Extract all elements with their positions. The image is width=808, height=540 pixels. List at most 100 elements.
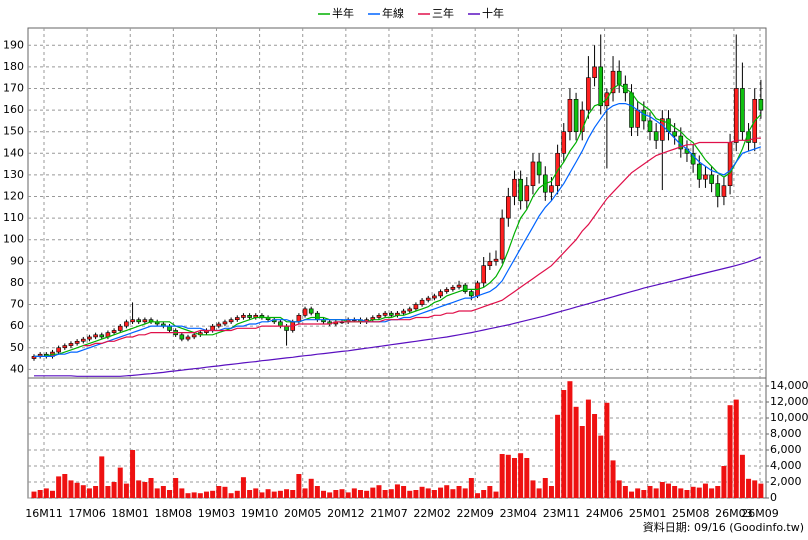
candle-body	[758, 98, 764, 111]
volume-bar	[86, 488, 92, 498]
volume-bar	[31, 491, 37, 498]
candle-body	[216, 323, 222, 327]
source-note: 資料日期: 09/16 (Goodinfo.tw)	[643, 520, 804, 534]
candle-body	[142, 319, 148, 323]
volume-bar	[665, 483, 671, 498]
candle-body	[130, 319, 135, 323]
x-tick-label: 18M08	[155, 507, 193, 520]
candle-body	[506, 196, 511, 219]
candle-body	[727, 142, 733, 187]
volume-bar	[364, 490, 370, 498]
volume-bar	[296, 474, 302, 498]
volume-bar	[739, 454, 745, 498]
volume-bar	[240, 477, 246, 498]
y-tick-label: 60	[10, 319, 24, 332]
legend-label: 半年	[332, 6, 354, 20]
volume-bar	[388, 489, 394, 498]
volume-bar	[234, 490, 240, 498]
y-tick-label: 160	[3, 103, 24, 116]
volume-bar	[173, 478, 179, 498]
candle-body	[660, 118, 665, 141]
y-tick-label: 140	[3, 146, 24, 159]
y2-tick-label: 0	[770, 491, 777, 504]
volume-bar	[481, 490, 487, 498]
volume-panel	[27, 377, 767, 499]
y2-tick-label: 4,000	[770, 459, 802, 472]
volume-bar	[468, 478, 474, 498]
volume-bar	[160, 486, 166, 498]
candle-body	[635, 109, 640, 128]
ma-line	[34, 103, 762, 357]
volume-bar	[117, 467, 123, 498]
candle-body	[653, 131, 659, 141]
volume-bar	[444, 485, 450, 498]
volume-bar	[136, 480, 142, 498]
volume-bar	[222, 486, 228, 498]
ma-line	[83, 137, 761, 347]
volume-bar	[68, 480, 74, 498]
y2-tick-label: 14,000	[770, 379, 808, 392]
candle-body	[456, 284, 462, 288]
candle-body	[179, 334, 185, 340]
volume-bar	[548, 486, 554, 498]
volume-bar	[653, 488, 659, 498]
volume-bar	[604, 402, 610, 498]
volume-bar	[684, 490, 690, 498]
volume-bar	[302, 488, 308, 498]
candle-body	[185, 336, 191, 340]
volume-bar	[758, 483, 764, 498]
y2-tick-label: 6,000	[770, 443, 802, 456]
volume-bar	[179, 488, 185, 498]
candle-body	[493, 258, 499, 262]
volume-bar	[407, 490, 413, 498]
volume-bar	[567, 381, 573, 498]
candle-body	[56, 347, 61, 353]
volume-bar	[228, 493, 234, 498]
legend-label: 三年	[432, 6, 454, 20]
volume-bar	[419, 486, 425, 498]
y2-tick-label: 10,000	[770, 411, 808, 424]
volume-bar	[530, 480, 536, 498]
candle-body	[382, 312, 388, 316]
candle-body	[388, 312, 394, 316]
y-tick-label: 50	[10, 341, 24, 354]
candle-body	[450, 286, 456, 290]
volume-bar	[659, 482, 665, 498]
x-tick-label: 17M06	[68, 507, 106, 520]
candle-body	[241, 315, 246, 318]
candle-body	[598, 66, 604, 107]
volume-bar	[678, 488, 684, 498]
y2-tick-label: 2,000	[770, 475, 802, 488]
volume-bar	[696, 487, 702, 498]
candle-body	[302, 308, 308, 316]
candle-body	[647, 120, 653, 133]
volume-bar	[487, 486, 493, 498]
volume-bar	[629, 491, 635, 498]
volume-bar	[401, 486, 407, 498]
legend-label: 年線	[382, 6, 404, 20]
candle-body	[117, 325, 123, 331]
x-tick-label: 23M04	[500, 507, 538, 520]
volume-bar	[382, 490, 388, 498]
candle-body	[481, 265, 486, 284]
candle-body	[93, 334, 98, 338]
candle-body	[733, 88, 739, 143]
candle-body	[234, 317, 240, 320]
volume-bar	[438, 487, 444, 498]
volume-bar	[746, 478, 752, 498]
volume-bar	[672, 486, 678, 498]
candle-body	[74, 340, 80, 344]
volume-bar	[585, 399, 591, 498]
volume-bar	[413, 490, 419, 498]
y-tick-label: 70	[10, 298, 24, 311]
y-tick-label: 100	[3, 233, 24, 246]
candle-body	[616, 70, 622, 85]
volume-bar	[579, 426, 585, 498]
candle-body	[284, 325, 289, 331]
y-tick-label: 190	[3, 38, 24, 51]
candle-body	[530, 161, 536, 187]
volume-bar	[247, 490, 253, 498]
candle-body	[62, 345, 68, 349]
volume-bar	[555, 414, 561, 498]
candle-body	[462, 284, 468, 292]
